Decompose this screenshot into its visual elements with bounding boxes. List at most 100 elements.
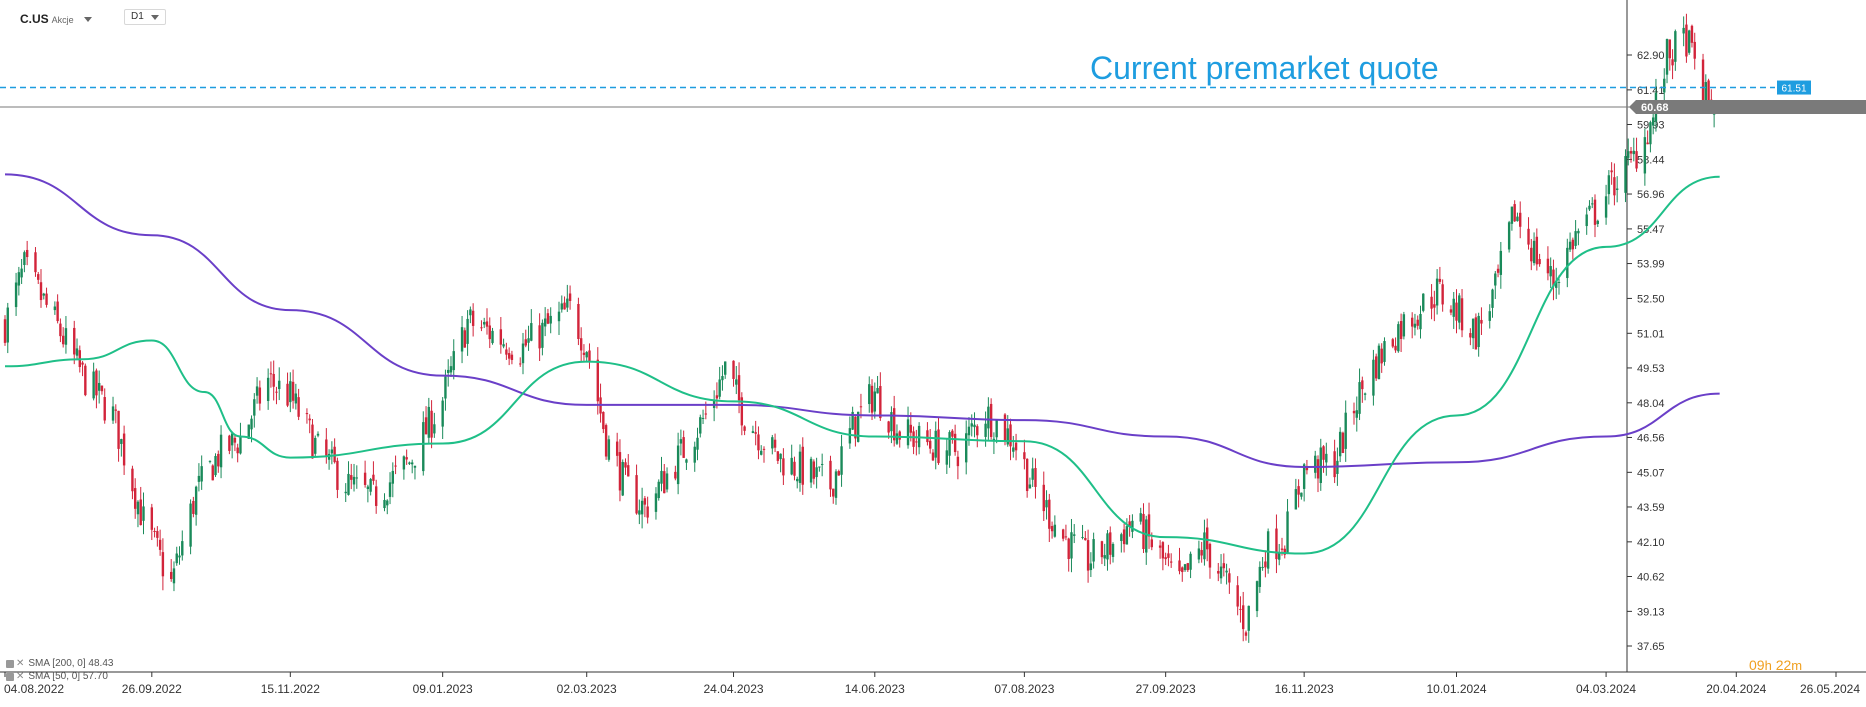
candle-body bbox=[1685, 24, 1688, 57]
candle-body bbox=[906, 419, 910, 446]
candle-body bbox=[394, 465, 397, 467]
candle-body bbox=[1244, 632, 1248, 636]
candle-body bbox=[931, 452, 935, 461]
y-tick-label: 62.90 bbox=[1637, 50, 1665, 62]
candle-body bbox=[1397, 324, 1400, 352]
candle-body bbox=[1122, 529, 1126, 545]
candle-body bbox=[926, 430, 929, 443]
candle-body bbox=[1106, 533, 1109, 560]
legend-sma200[interactable]: ✕ SMA [200, 0] 48.43 bbox=[6, 658, 113, 669]
candle-body bbox=[696, 437, 699, 450]
candle-body bbox=[42, 293, 45, 296]
candle-body bbox=[131, 468, 134, 492]
y-tick-label: 46.56 bbox=[1637, 432, 1665, 444]
candle-body bbox=[1286, 511, 1289, 554]
candle-body bbox=[663, 471, 666, 494]
indicator-settings-icon[interactable] bbox=[6, 659, 14, 668]
candle-body bbox=[1588, 205, 1591, 210]
candle-body bbox=[1319, 447, 1322, 484]
candle-body bbox=[1183, 564, 1187, 571]
close-icon[interactable]: ✕ bbox=[16, 671, 25, 682]
candle-body bbox=[369, 479, 372, 492]
candle-body bbox=[95, 370, 98, 396]
candle-body bbox=[64, 328, 68, 345]
x-tick-label: 24.04.2023 bbox=[703, 682, 763, 696]
candle-body bbox=[1225, 570, 1228, 573]
candle-body bbox=[524, 339, 527, 346]
candle-body bbox=[3, 319, 7, 343]
candle-body bbox=[782, 458, 785, 476]
candle-body bbox=[737, 375, 741, 401]
candle-body bbox=[17, 272, 21, 286]
candle-body bbox=[333, 446, 336, 463]
candle-body bbox=[1452, 298, 1455, 317]
timeframe-select[interactable]: D1 bbox=[124, 9, 166, 25]
candle-body bbox=[1219, 566, 1223, 579]
x-tick-label: 10.01.2024 bbox=[1426, 682, 1486, 696]
legend-sma50-label: SMA [50, 0] 57.70 bbox=[28, 671, 108, 682]
candle-body bbox=[1338, 431, 1342, 457]
candle-body bbox=[1236, 585, 1239, 607]
symbol-name: C.US bbox=[20, 12, 49, 26]
candle-body bbox=[1377, 345, 1381, 380]
candle-body bbox=[305, 413, 309, 415]
candle-body bbox=[6, 307, 9, 343]
candle-body bbox=[1651, 117, 1655, 126]
candle-body bbox=[527, 338, 530, 343]
candle-body bbox=[308, 418, 311, 421]
candle-body bbox=[363, 472, 367, 485]
candle-body bbox=[1181, 567, 1184, 573]
candle-body bbox=[1145, 519, 1148, 553]
candle-body bbox=[654, 493, 658, 512]
candle-body bbox=[1399, 321, 1403, 339]
candle-body bbox=[638, 510, 641, 515]
candle-body bbox=[579, 338, 583, 351]
candle-body bbox=[1164, 557, 1167, 560]
candle-body bbox=[848, 428, 852, 444]
y-tick-label: 52.50 bbox=[1637, 293, 1665, 305]
candle-body bbox=[250, 418, 253, 430]
candle-body bbox=[1585, 214, 1588, 227]
candle-body bbox=[355, 477, 358, 479]
candle-body bbox=[1217, 570, 1220, 574]
x-tick-label: 07.08.2023 bbox=[994, 682, 1054, 696]
candle-body bbox=[217, 453, 220, 467]
candle-body bbox=[275, 391, 278, 393]
candle-body bbox=[657, 481, 660, 499]
x-tick-label: 04.08.2022 bbox=[4, 682, 64, 696]
candle-body bbox=[350, 475, 353, 480]
candle-body bbox=[1687, 30, 1691, 53]
candle-body bbox=[751, 431, 755, 434]
candle-body bbox=[1555, 280, 1558, 288]
candle-body bbox=[1355, 410, 1358, 418]
candle-body bbox=[895, 433, 899, 444]
candle-body bbox=[1552, 269, 1555, 287]
candle-body bbox=[1031, 468, 1034, 480]
candle-body bbox=[314, 437, 317, 454]
candle-body bbox=[1433, 304, 1436, 308]
candle-body bbox=[441, 400, 444, 427]
candle-body bbox=[640, 500, 644, 515]
candle-body bbox=[388, 482, 392, 497]
legend-sma50[interactable]: ✕ SMA [50, 0] 57.70 bbox=[6, 671, 108, 682]
chevron-down-icon[interactable] bbox=[83, 16, 92, 22]
candle-body bbox=[499, 329, 503, 345]
candle-body bbox=[449, 366, 453, 373]
symbol-selector[interactable]: C.US Akcje bbox=[20, 10, 92, 28]
candle-body bbox=[247, 424, 250, 439]
candle-body bbox=[1635, 151, 1638, 169]
close-icon[interactable]: ✕ bbox=[16, 658, 25, 669]
candle-body bbox=[1668, 39, 1671, 59]
candle-body bbox=[1092, 539, 1095, 562]
y-tick-label: 48.04 bbox=[1637, 398, 1665, 410]
indicator-settings-icon[interactable] bbox=[6, 672, 14, 681]
candle-body bbox=[1438, 278, 1442, 282]
candle-body bbox=[410, 462, 414, 465]
candle-body bbox=[953, 433, 957, 453]
candle-body bbox=[505, 349, 508, 355]
candle-body bbox=[1208, 543, 1212, 568]
candle-body bbox=[1158, 545, 1162, 548]
candle-body bbox=[1344, 412, 1347, 449]
x-tick-label: 15.11.2022 bbox=[261, 682, 320, 696]
